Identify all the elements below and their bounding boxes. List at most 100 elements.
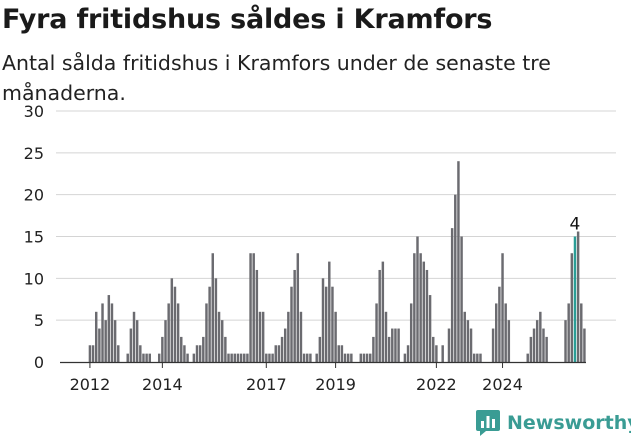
- x-tick-label: 2017: [246, 375, 287, 394]
- bar: [239, 353, 243, 362]
- bar: [425, 269, 429, 362]
- bar: [346, 353, 350, 362]
- bar: [220, 320, 224, 362]
- bar: [192, 353, 196, 362]
- bar: [526, 353, 529, 362]
- bar: [91, 345, 95, 362]
- x-tick-label: 2022: [416, 375, 457, 394]
- bar: [255, 269, 259, 362]
- bar: [391, 328, 394, 362]
- bar: [202, 336, 205, 362]
- bar: [261, 311, 265, 362]
- brand-name: Newsworthy: [507, 412, 631, 434]
- bar: [230, 353, 233, 362]
- bar: [365, 353, 369, 362]
- bar: [469, 328, 473, 362]
- y-tick-label: 5: [34, 311, 44, 330]
- bar: [110, 303, 114, 362]
- bar: [416, 236, 419, 362]
- bar: [369, 353, 372, 362]
- x-tick-label: 2019: [315, 375, 356, 394]
- x-tick-label: 2012: [70, 375, 111, 394]
- bar: [406, 345, 410, 362]
- bar: [447, 328, 451, 362]
- bar: [507, 320, 511, 362]
- bar: [328, 261, 331, 362]
- bar: [132, 311, 136, 362]
- bar: [302, 353, 306, 362]
- bar: [198, 345, 202, 362]
- bar: [113, 320, 117, 362]
- bar: [293, 269, 296, 362]
- bar: [98, 328, 101, 362]
- chart-title: Fyra fritidshus såldes i Kramfors: [2, 4, 493, 35]
- bar: [101, 303, 104, 362]
- bar: [290, 286, 293, 362]
- bar: [145, 353, 148, 362]
- bar: [277, 345, 281, 362]
- bar: [432, 336, 435, 362]
- bar: [350, 353, 353, 362]
- x-tick-label: 2014: [142, 375, 183, 394]
- bar: [88, 345, 92, 362]
- bar: [397, 328, 400, 362]
- bar: [249, 253, 252, 362]
- bar: [394, 328, 397, 362]
- bar: [454, 194, 457, 362]
- bar: [296, 253, 300, 362]
- bar: [576, 228, 580, 362]
- bar: [567, 303, 570, 362]
- bar: [334, 311, 337, 362]
- bar: [142, 353, 145, 362]
- bar: [460, 236, 463, 362]
- bar: [450, 228, 454, 362]
- bar: [403, 353, 407, 362]
- bar: [161, 336, 164, 362]
- bar: [381, 261, 385, 362]
- bar: [501, 253, 504, 362]
- bar: [306, 353, 309, 362]
- bar: [126, 353, 129, 362]
- bar: [265, 353, 268, 362]
- bar: [243, 353, 246, 362]
- bar: [583, 328, 586, 362]
- bar: [409, 303, 413, 362]
- bar: [246, 353, 249, 362]
- newsworthy-logo: Newsworthy: [476, 408, 631, 438]
- bar: [466, 320, 470, 362]
- x-tick-label: 2024: [482, 375, 523, 394]
- bar: [324, 286, 328, 362]
- bar: [435, 345, 438, 362]
- bar: [359, 353, 363, 362]
- bar: [340, 345, 344, 362]
- bar: [532, 328, 536, 362]
- bar: [498, 286, 501, 362]
- bar: [472, 353, 476, 362]
- bar: [170, 278, 174, 362]
- bar: [580, 303, 583, 362]
- bar: [104, 320, 107, 362]
- bar: [233, 353, 237, 362]
- highlighted-bar: [573, 236, 577, 362]
- bar: [318, 336, 322, 362]
- bar: [491, 328, 495, 362]
- bar: [186, 353, 189, 362]
- bar: [268, 353, 271, 362]
- bar: [157, 353, 161, 362]
- bar: [441, 345, 444, 362]
- bar: [299, 311, 303, 362]
- chart-subtitle: Antal sålda fritidshus i Kramfors under …: [2, 51, 551, 105]
- bar: [173, 286, 177, 362]
- bar: [343, 353, 347, 362]
- bar: [321, 278, 325, 362]
- bar: [529, 336, 533, 362]
- bar: [564, 320, 567, 362]
- bar: [195, 345, 199, 362]
- bar: [428, 295, 432, 362]
- bar: [236, 353, 240, 362]
- bar: [378, 269, 381, 362]
- bar-annotation: 4: [570, 215, 581, 235]
- bar: [535, 320, 539, 362]
- bar: [372, 336, 375, 362]
- bar: [331, 286, 334, 362]
